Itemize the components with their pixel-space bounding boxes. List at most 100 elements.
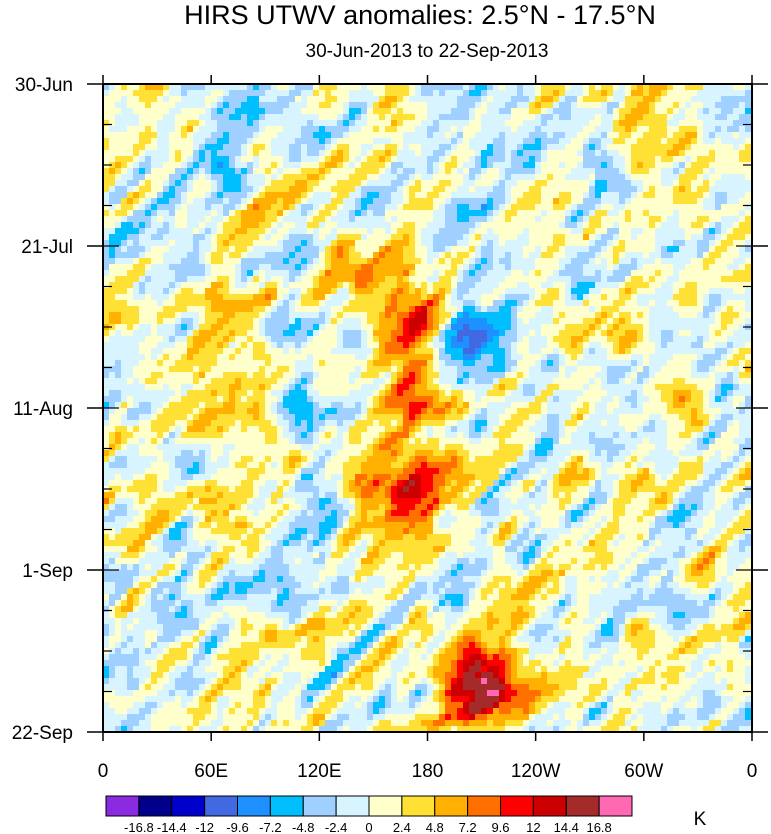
field-cell — [145, 360, 151, 366]
field-cell — [229, 318, 235, 324]
field-cell — [649, 156, 655, 162]
field-cell — [223, 396, 229, 402]
field-cell — [433, 456, 439, 462]
field-cell — [193, 150, 199, 156]
field-cell — [613, 324, 619, 330]
field-cell — [313, 102, 319, 108]
field-cell — [151, 300, 157, 306]
field-cell — [625, 348, 631, 354]
field-cell — [367, 330, 373, 336]
field-cell — [499, 222, 505, 228]
field-cell — [607, 132, 613, 138]
field-cell — [265, 432, 271, 438]
field-cell — [697, 438, 703, 444]
field-cell — [217, 276, 223, 282]
field-cell — [673, 354, 679, 360]
field-cell — [667, 102, 673, 108]
field-cell — [625, 150, 631, 156]
field-cell — [583, 240, 589, 246]
field-cell — [319, 366, 325, 372]
field-cell — [439, 180, 445, 186]
field-cell — [691, 396, 697, 402]
field-cell — [265, 192, 271, 198]
field-cell — [139, 426, 145, 432]
field-cell — [241, 336, 247, 342]
field-cell — [745, 198, 751, 204]
field-cell — [175, 324, 181, 330]
field-cell — [661, 162, 667, 168]
field-cell — [115, 396, 121, 402]
field-cell — [667, 156, 673, 162]
field-cell — [541, 198, 547, 204]
field-cell — [157, 204, 163, 210]
field-cell — [211, 378, 217, 384]
field-cell — [325, 264, 331, 270]
field-cell — [163, 168, 169, 174]
field-cell — [277, 216, 283, 222]
field-cell — [403, 390, 409, 396]
field-cell — [595, 228, 601, 234]
field-cell — [349, 216, 355, 222]
field-cell — [121, 90, 127, 96]
field-cell — [517, 276, 523, 282]
field-cell — [727, 204, 733, 210]
field-cell — [667, 270, 673, 276]
field-cell — [301, 384, 307, 390]
field-cell — [481, 90, 487, 96]
field-cell — [301, 348, 307, 354]
field-cell — [547, 432, 553, 438]
field-cell — [121, 132, 127, 138]
field-cell — [103, 318, 109, 324]
field-cell — [283, 264, 289, 270]
field-cell — [673, 450, 679, 456]
field-cell — [721, 156, 727, 162]
field-cell — [355, 378, 361, 384]
field-cell — [133, 432, 139, 438]
field-cell — [691, 312, 697, 318]
field-cell — [577, 366, 583, 372]
field-cell — [655, 384, 661, 390]
field-cell — [451, 216, 457, 222]
field-cell — [367, 438, 373, 444]
field-cell — [391, 420, 397, 426]
field-cell — [109, 312, 115, 318]
field-cell — [415, 420, 421, 426]
field-cell — [511, 228, 517, 234]
field-cell — [103, 144, 109, 150]
field-cell — [721, 192, 727, 198]
field-cell — [373, 444, 379, 450]
field-cell — [343, 246, 349, 252]
field-cell — [535, 456, 541, 462]
field-cell — [409, 192, 415, 198]
field-cell — [463, 108, 469, 114]
field-cell — [679, 138, 685, 144]
field-cell — [721, 150, 727, 156]
field-cell — [475, 402, 481, 408]
field-cell — [139, 444, 145, 450]
field-cell — [637, 120, 643, 126]
field-cell — [619, 120, 625, 126]
field-cell — [295, 264, 301, 270]
field-cell — [457, 246, 463, 252]
field-cell — [481, 300, 487, 306]
field-cell — [691, 156, 697, 162]
field-cell — [349, 120, 355, 126]
field-cell — [367, 204, 373, 210]
field-cell — [373, 450, 379, 456]
field-cell — [409, 324, 415, 330]
field-cell — [739, 168, 745, 174]
field-cell — [625, 114, 631, 120]
field-cell — [601, 84, 607, 90]
field-cell — [463, 402, 469, 408]
field-cell — [289, 156, 295, 162]
field-cell — [199, 378, 205, 384]
field-cell — [679, 306, 685, 312]
field-cell — [253, 294, 259, 300]
field-cell — [337, 120, 343, 126]
field-cell — [397, 234, 403, 240]
field-cell — [355, 150, 361, 156]
field-cell — [559, 372, 565, 378]
field-cell — [649, 378, 655, 384]
field-cell — [259, 168, 265, 174]
field-cell — [607, 450, 613, 456]
